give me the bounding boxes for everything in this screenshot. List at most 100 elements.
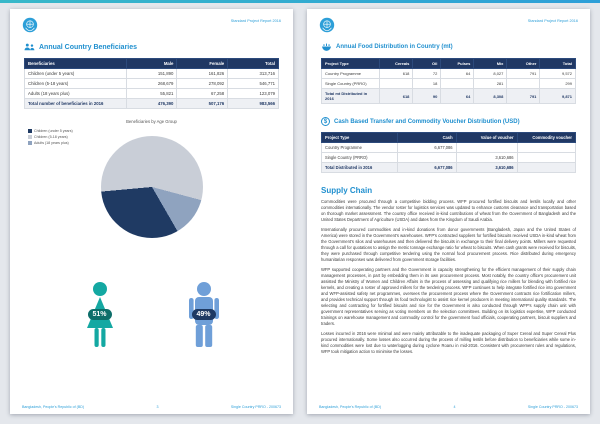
cell <box>455 142 518 153</box>
report-page-left: Standard Project Report 2016 Annual Coun… <box>10 9 293 414</box>
cell: 618 <box>379 68 414 79</box>
table-total-row: Total number of beneficiaries in 2016 47… <box>24 98 279 109</box>
cell <box>506 78 541 89</box>
column-header: Commodity voucher <box>516 132 577 143</box>
cell: 72 <box>412 68 442 79</box>
row-label: Total number of beneficiaries in 2016 <box>24 98 127 109</box>
paragraph: Losses incurred in 2016 were minimal and… <box>321 331 576 355</box>
legend-item: Adults (18 years plus) <box>28 141 73 145</box>
male-pictogram: 49% <box>176 281 232 355</box>
column-header: Cash <box>397 132 457 143</box>
row-label: Total Distributed in 2016 <box>320 162 399 173</box>
cell <box>516 142 577 153</box>
legend-swatch <box>28 141 32 145</box>
legend-item: Children (5-18 years) <box>28 135 73 139</box>
page-header-text: Standard Project Report 2016 <box>230 19 281 23</box>
beneficiaries-table: Beneficiaries Male Female Total Children… <box>24 58 279 109</box>
cell: 313,716 <box>227 68 279 79</box>
section-beneficiaries-heading: Annual Country Beneficiaries <box>24 42 279 52</box>
cell <box>440 78 475 89</box>
cell: 476,390 <box>125 98 178 109</box>
row-label: Single Country (PRRO) <box>320 152 399 163</box>
un-wfp-logo-icon <box>22 17 38 33</box>
cell: 791 <box>506 88 541 104</box>
legend-swatch <box>28 129 32 133</box>
cell: 6,677,086 <box>397 162 457 173</box>
row-label: Single Country (PRRO) <box>320 78 381 89</box>
cell: 6,677,086 <box>397 142 457 153</box>
cell: 64 <box>440 68 475 79</box>
cell: 161,826 <box>176 68 229 79</box>
column-header: Beneficiaries <box>24 58 127 69</box>
female-pictogram: 51% <box>72 281 128 355</box>
supply-chain-body: Commodities were procured through a comp… <box>321 199 576 355</box>
footer-country: Bangladesh, People's Republic of (BD) <box>22 405 85 409</box>
un-wfp-logo-icon <box>319 17 335 33</box>
pie-chart-title: Beneficiaries by Age Group <box>126 119 177 124</box>
cell: 299 <box>539 78 576 89</box>
cell: 90 <box>412 88 442 104</box>
paragraph: Commodities were procured through a comp… <box>321 199 576 223</box>
column-header: Other <box>506 58 541 69</box>
section-food-heading: Annual Food Distribution in Country (mt) <box>321 42 576 52</box>
table-header-row: Project Type Cash Value of voucher Commo… <box>320 132 577 143</box>
column-header: Value of voucher <box>455 132 518 143</box>
footer-country: Bangladesh, People's Republic of (BD) <box>319 405 382 409</box>
page-footer: Bangladesh, People's Republic of (BD) 4 … <box>319 405 578 409</box>
table-row: Adults (18 years plus) 55,821 67,258 123… <box>24 88 279 99</box>
cell: 64 <box>440 88 475 104</box>
cell <box>516 152 577 163</box>
page-header-text: Standard Project Report 2016 <box>527 19 578 23</box>
cell: 9,572 <box>539 68 576 79</box>
section-title: Annual Country Beneficiaries <box>39 43 138 51</box>
cell: 281 <box>473 78 508 89</box>
cell: 67,258 <box>176 88 229 99</box>
male-percentage-badge: 49% <box>191 309 216 320</box>
cell <box>516 162 577 173</box>
female-percentage-badge: 51% <box>87 309 112 320</box>
table-row: Single Country (PRRO) 3,610,686 <box>320 152 577 163</box>
cell: 791 <box>506 68 541 79</box>
legend-label: Children (under 5 years) <box>34 129 73 133</box>
table-row: Country Programme 6,677,086 <box>320 142 577 153</box>
footer-project: Single Country PRRO - 200673 <box>230 405 281 409</box>
cell: 18 <box>412 78 442 89</box>
section-cash-heading: $ Cash Based Transfer and Commodity Vouc… <box>321 117 576 126</box>
beneficiaries-pie-block: Beneficiaries by Age Group Children (und… <box>24 117 279 267</box>
cell: 546,771 <box>227 78 279 89</box>
legend-label: Children (5-18 years) <box>34 135 68 139</box>
row-label: Country Programme <box>320 68 381 79</box>
legend-item: Children (under 5 years) <box>28 129 73 133</box>
people-icon <box>24 42 35 52</box>
food-bowl-icon <box>321 42 332 52</box>
column-header: Oil <box>412 58 442 69</box>
cell: 55,821 <box>125 88 178 99</box>
viewer-top-accent-bar <box>0 0 600 3</box>
cell: 151,890 <box>125 68 178 79</box>
pie-legend: Children (under 5 years) Children (5-18 y… <box>28 129 73 147</box>
table-total-row: Total mt Distributed in 2016 618 90 64 8… <box>320 88 576 104</box>
cell: 9,871 <box>539 88 576 104</box>
cell: 507,176 <box>176 98 229 109</box>
table-header-row: Project Type Cereals Oil Pulses Mix Othe… <box>320 58 576 69</box>
table-row: Country Programme 618 72 64 8,027 791 9,… <box>320 68 576 79</box>
section-title: Annual Food Distribution in Country (mt) <box>336 44 453 50</box>
column-header: Pulses <box>440 58 475 69</box>
legend-swatch <box>28 135 32 139</box>
gender-split-block: 51% 49% <box>24 281 279 355</box>
row-label: Children (under 5 years) <box>24 68 127 79</box>
cell: 983,566 <box>227 98 279 109</box>
cell: 8,308 <box>473 88 508 104</box>
paragraph: Internationally procured commodities and… <box>321 227 577 263</box>
footer-project: Single Country PRRO - 200673 <box>527 405 578 409</box>
cell: 3,610,686 <box>455 162 518 173</box>
table-header-row: Beneficiaries Male Female Total <box>24 58 279 69</box>
cash-coin-icon: $ <box>321 117 330 126</box>
cash-voucher-table: Project Type Cash Value of voucher Commo… <box>320 132 577 173</box>
table-total-row: Total Distributed in 2016 6,677,086 3,61… <box>320 162 577 173</box>
cell: 3,610,686 <box>455 152 518 163</box>
column-header: Total <box>227 58 279 69</box>
food-distribution-table: Project Type Cereals Oil Pulses Mix Othe… <box>320 58 576 104</box>
column-header: Male <box>125 58 178 69</box>
table-row: Children (5-18 years) 268,679 278,092 54… <box>24 78 279 89</box>
